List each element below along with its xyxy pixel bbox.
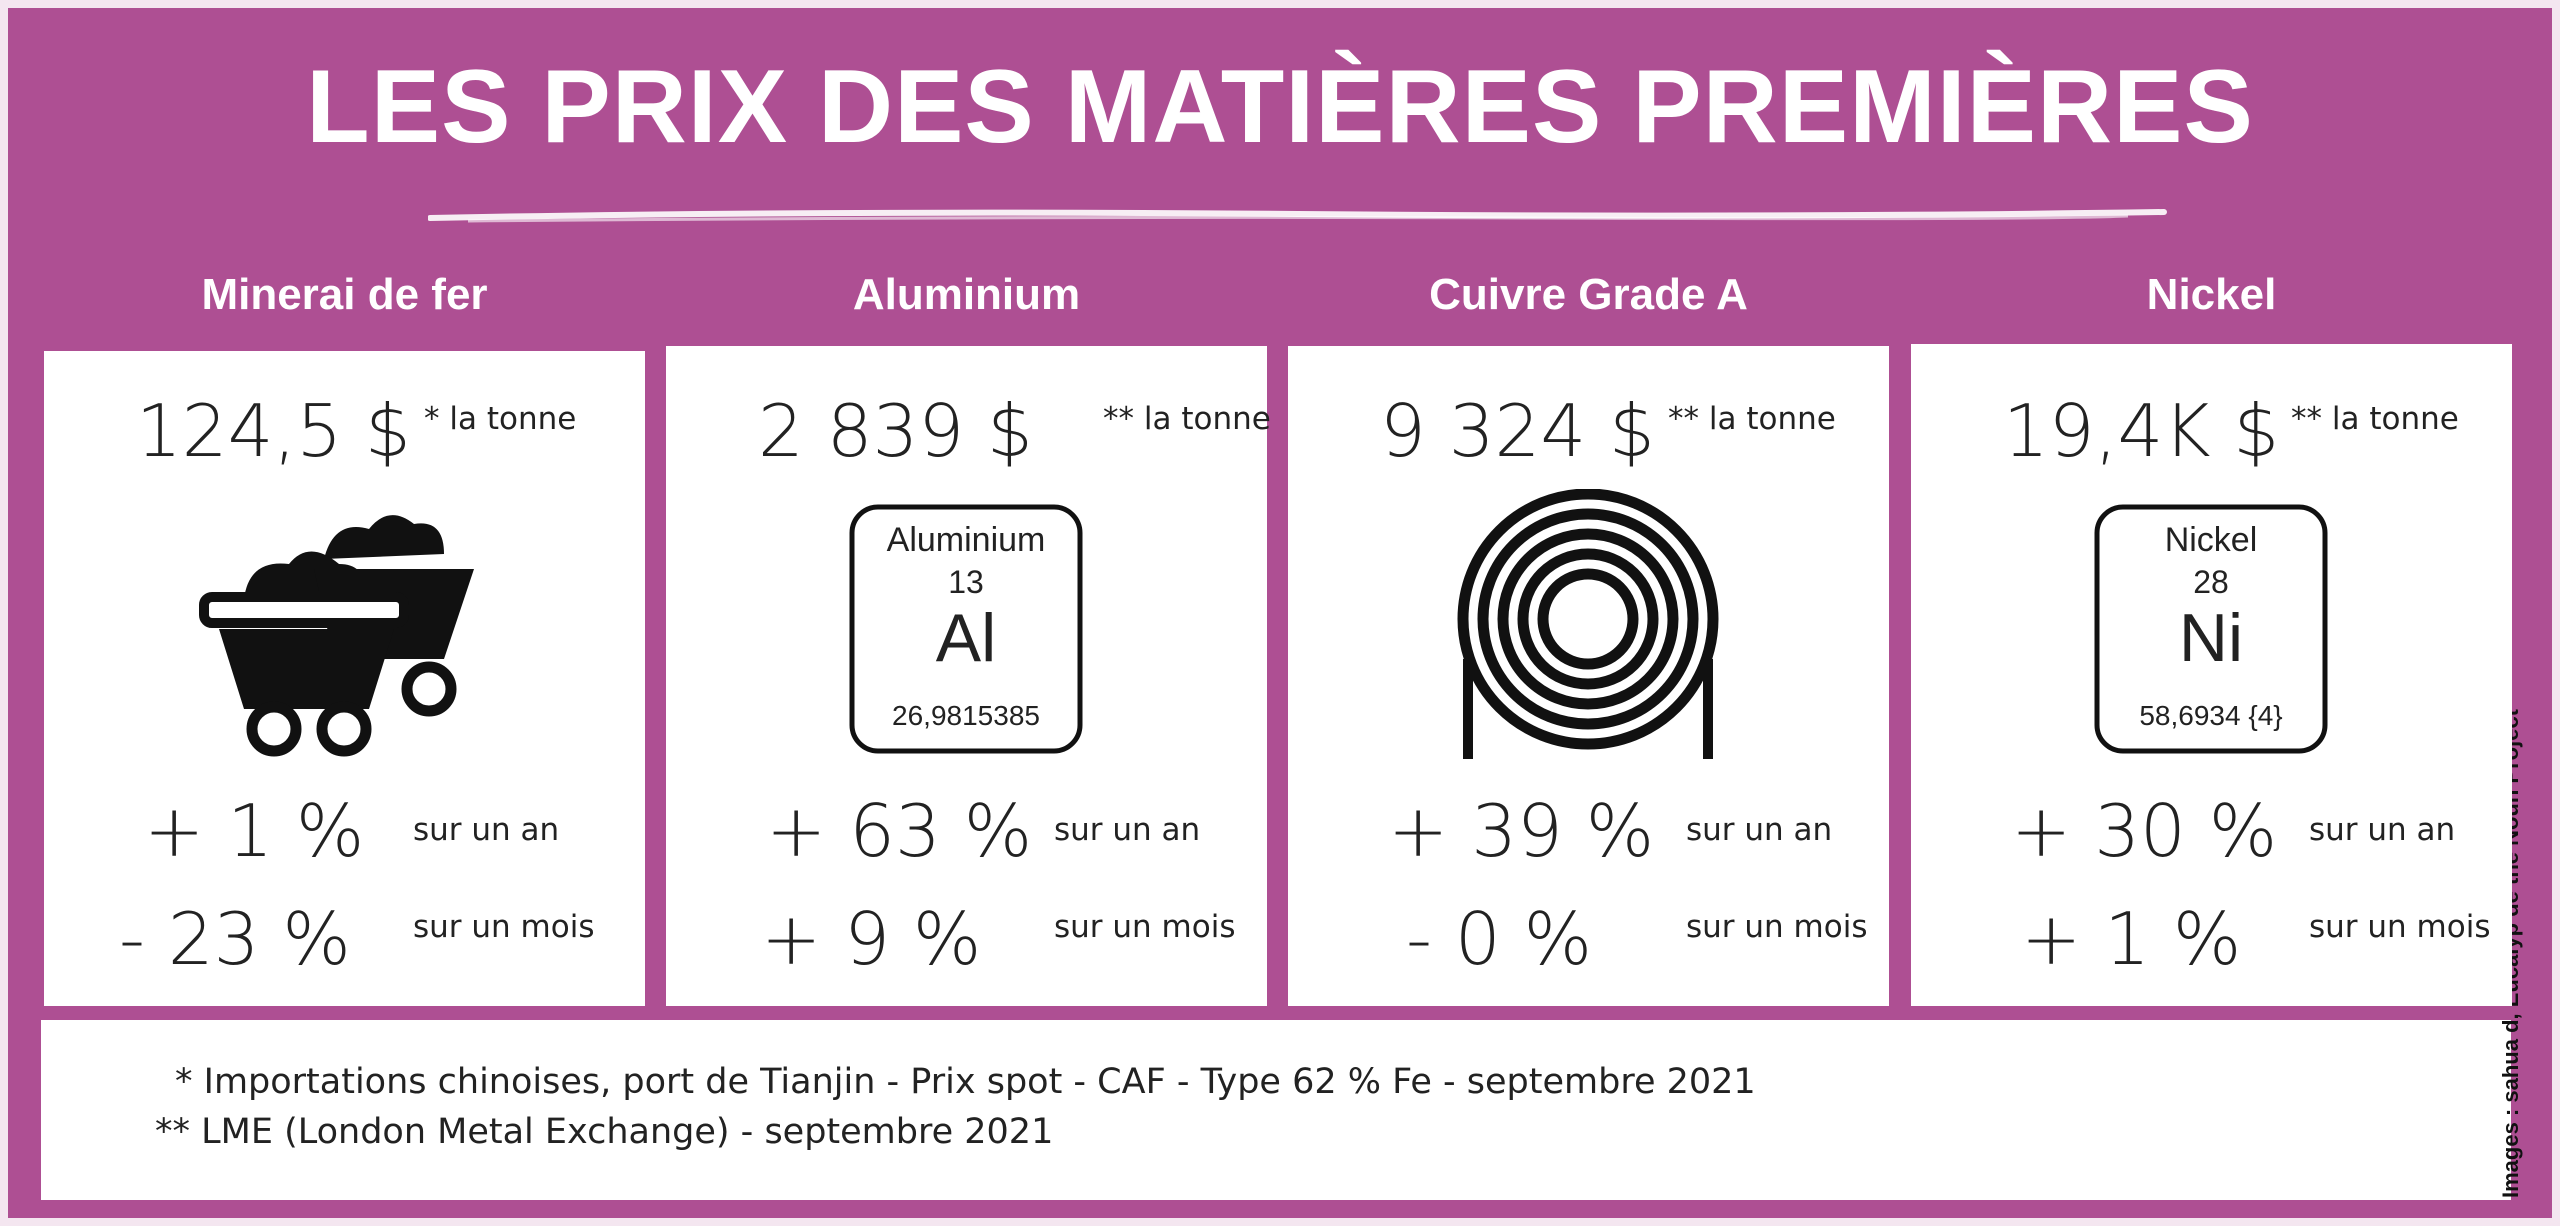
coil-ring — [1537, 568, 1639, 670]
card-title: Nickel — [2146, 270, 2277, 319]
wheel — [246, 701, 302, 757]
title: LES PRIX DES MATIÈRES PREMIÈRES — [306, 49, 2254, 165]
card: 9 324 $ ** la tonne + 39 % sur un an - 0 % su… — [1288, 346, 1889, 1006]
year-label: sur un an — [1054, 812, 1201, 848]
card-title: Cuivre Grade A — [1429, 270, 1748, 319]
card-title: Aluminium — [852, 270, 1081, 319]
element-name: Nickel — [2165, 521, 2258, 559]
coil-ring — [1497, 528, 1679, 710]
element-box — [849, 504, 1083, 754]
cart-body — [219, 629, 394, 709]
year-label: sur un an — [413, 812, 560, 848]
brush-underline — [428, 209, 2167, 223]
element-number: 13 — [948, 564, 984, 600]
coil-ring — [1477, 508, 1699, 730]
price-note: ** la tonne — [1103, 401, 1271, 437]
icon — [1457, 489, 1719, 759]
footnote: * Importations chinoises, port de Tianji… — [175, 1062, 1756, 1102]
card: 2 839 $ ** la tonne + 63 % sur un an + 9 % su… — [666, 346, 1271, 1006]
month-label: sur un mois — [1054, 909, 1236, 945]
wheel — [316, 701, 372, 757]
month-change: - 0 % — [1406, 897, 1592, 981]
year-change: + 1 % — [144, 789, 365, 873]
card: 124,5 $ * la tonne + 1 % sur un an - 23 % sur… — [44, 351, 645, 1006]
price: 124,5 $ — [136, 389, 411, 473]
month-label: sur un mois — [1686, 909, 1868, 945]
year-label: sur un an — [2309, 812, 2456, 848]
footnotes-box: * Importations chinoises, port de Tianji… — [41, 1020, 2511, 1200]
month-change: + 9 % — [761, 897, 982, 981]
element-mass: 58,6934 {4} — [2139, 700, 2282, 731]
month-change: + 1 % — [2021, 897, 2242, 981]
coil-ring — [1517, 548, 1659, 690]
element-name: Aluminium — [887, 521, 1046, 559]
month-label: sur un mois — [2309, 909, 2491, 945]
year-change: + 30 % — [2011, 789, 2278, 873]
element-box — [2094, 504, 2328, 754]
coil-leg — [1463, 659, 1713, 759]
wheel — [401, 661, 457, 717]
cart-rim — [199, 592, 409, 628]
element-mass: 26,9815385 — [892, 700, 1040, 731]
card: 19,4K $ ** la tonne + 30 % sur un an + 1 % su… — [1911, 344, 2512, 1006]
year-label: sur un an — [1686, 812, 1833, 848]
element-number: 28 — [2193, 564, 2229, 600]
price: 9 324 $ — [1380, 389, 1655, 473]
price: 19,4K $ — [2003, 389, 2280, 473]
year-change: + 63 % — [766, 789, 1033, 873]
price-note: * la tonne — [424, 401, 577, 437]
card-title: Minerai de fer — [201, 270, 488, 319]
month-label: sur un mois — [413, 909, 595, 945]
element-symbol: Al — [936, 600, 996, 676]
element-symbol: Ni — [2179, 600, 2243, 676]
coil-ring — [1457, 489, 1719, 750]
ore — [324, 515, 444, 559]
price-note: ** la tonne — [1668, 401, 1836, 437]
footnote: ** LME (London Metal Exchange) - septemb… — [155, 1112, 1054, 1152]
icon — [199, 515, 474, 757]
price-note: ** la tonne — [2291, 401, 2459, 437]
price: 2 839 $ — [758, 389, 1033, 473]
year-change: + 39 % — [1388, 789, 1655, 873]
month-change: - 23 % — [119, 897, 351, 981]
